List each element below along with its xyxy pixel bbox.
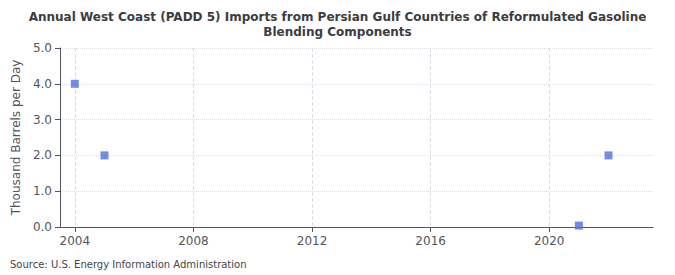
svg-text:Thousand Barrels per Day: Thousand Barrels per Day [9, 60, 23, 217]
svg-text:2016: 2016 [415, 234, 446, 248]
svg-text:2.0: 2.0 [33, 148, 52, 162]
svg-text:4.0: 4.0 [33, 77, 52, 91]
svg-text:1.0: 1.0 [33, 184, 52, 198]
svg-text:2020: 2020 [534, 234, 565, 248]
svg-text:0.0: 0.0 [33, 220, 52, 234]
svg-text:Annual West Coast (PADD 5) Imp: Annual West Coast (PADD 5) Imports from … [29, 10, 647, 24]
svg-text:3.0: 3.0 [33, 113, 52, 127]
svg-text:2012: 2012 [297, 234, 328, 248]
svg-text:Blending Components: Blending Components [263, 25, 411, 39]
svg-text:2008: 2008 [178, 234, 209, 248]
svg-text:5.0: 5.0 [33, 41, 52, 55]
svg-text:2004: 2004 [60, 234, 91, 248]
svg-text:Source: U.S. Energy Informatio: Source: U.S. Energy Information Administ… [10, 259, 247, 270]
